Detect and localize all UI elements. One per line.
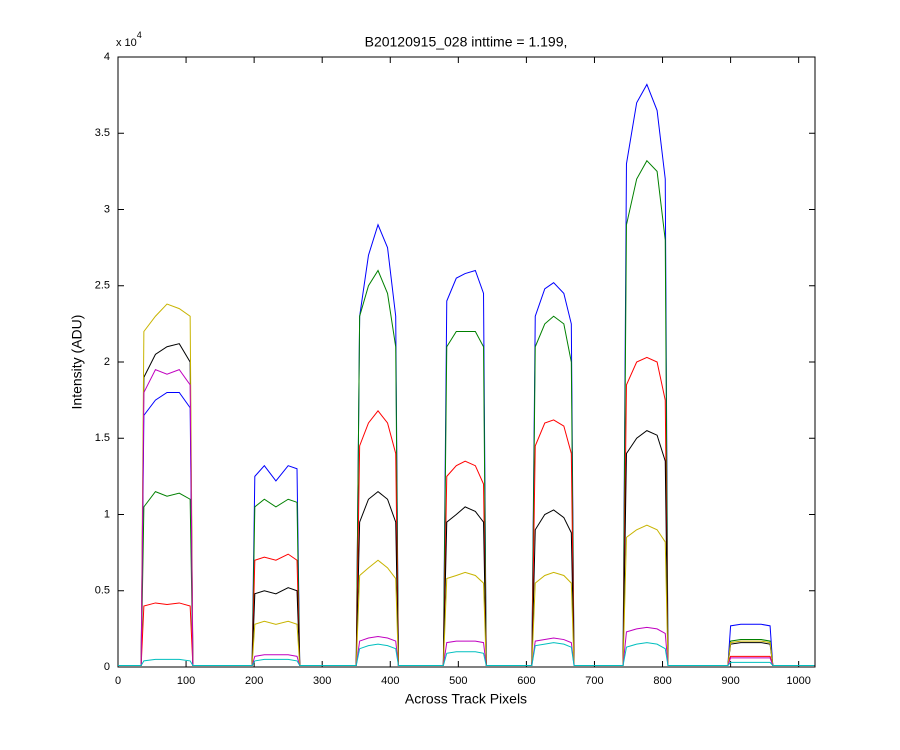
y-tick-label: 2.5 <box>95 280 110 292</box>
y-scale-exponent: 4 <box>137 30 142 40</box>
x-tick-label: 300 <box>313 675 331 687</box>
x-tick-label: 200 <box>245 675 263 687</box>
y-tick-label: 1 <box>104 508 110 520</box>
x-tick-label: 400 <box>381 675 399 687</box>
y-tick-label: 4 <box>104 51 110 63</box>
x-tick-label: 800 <box>653 675 671 687</box>
y-axis-label: Intensity (ADU) <box>69 315 85 410</box>
series-line <box>118 343 815 666</box>
x-tick-label: 1000 <box>786 675 810 687</box>
chart-title: B20120915_028 inttime = 1.199, <box>365 34 568 50</box>
y-scale-label: x 104 <box>116 30 142 49</box>
x-tick-label: 500 <box>449 675 467 687</box>
x-tick-label: 100 <box>177 675 195 687</box>
series-line <box>118 368 815 666</box>
y-tick-label: 0 <box>104 661 110 673</box>
y-tick-label: 1.5 <box>95 432 110 444</box>
y-tick-label: 3 <box>104 203 110 215</box>
x-tick-label: 0 <box>115 675 121 687</box>
x-tick-label: 600 <box>517 675 535 687</box>
x-tick-label: 700 <box>585 675 603 687</box>
x-axis-label: Across Track Pixels <box>405 691 527 707</box>
plot-area <box>117 56 816 668</box>
y-tick-label: 0.5 <box>95 585 110 597</box>
y-tick-label: 3.5 <box>95 127 110 139</box>
series-line <box>118 642 815 666</box>
series-line <box>118 303 815 666</box>
y-scale-base: x 10 <box>116 37 137 49</box>
y-tick-label: 2 <box>104 356 110 368</box>
x-tick-label: 900 <box>721 675 739 687</box>
